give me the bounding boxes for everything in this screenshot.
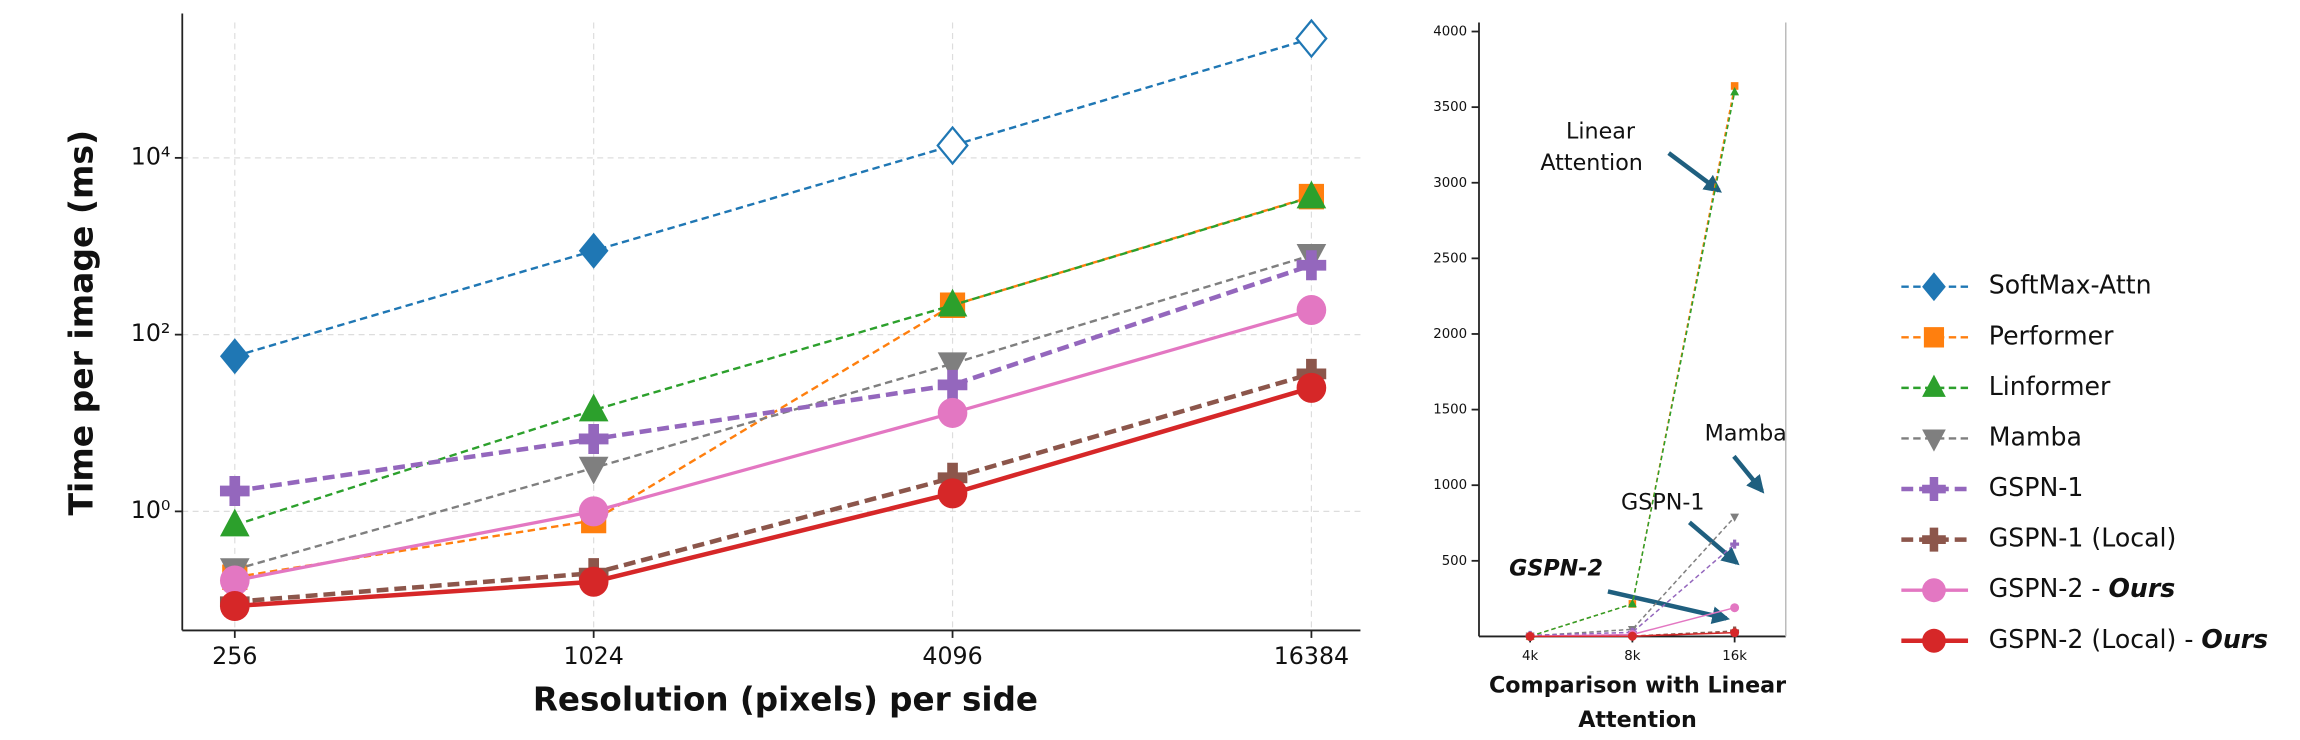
y-tick-label: 10² <box>131 319 171 347</box>
marker <box>1922 628 1946 653</box>
marker <box>1922 272 1946 302</box>
legend-label: GSPN-1 <box>1989 472 2084 502</box>
series-line <box>234 254 1312 571</box>
marker <box>1730 539 1740 549</box>
marker <box>936 125 969 166</box>
marker <box>1295 18 1328 59</box>
x-axis-label: Attention <box>1578 707 1697 733</box>
marker <box>1730 82 1739 90</box>
x-tick-label: 8k <box>1624 649 1640 664</box>
marker <box>1922 374 1946 397</box>
y-tick-label: 1000 <box>1433 478 1467 493</box>
series-line <box>234 263 1313 494</box>
marker <box>1730 513 1740 522</box>
marker <box>219 338 250 375</box>
legend-label: Performer <box>1989 320 2114 350</box>
marker <box>1730 628 1740 638</box>
marker <box>219 476 250 507</box>
series-line <box>234 195 1312 579</box>
x-axis-label: Resolution (pixels) per side <box>533 680 1038 718</box>
marker <box>1296 372 1327 403</box>
annotation: Linear <box>1566 119 1636 145</box>
marker <box>578 423 609 454</box>
legend-label: Linformer <box>1989 371 2111 401</box>
marker <box>1627 598 1637 608</box>
x-tick-label: 4096 <box>922 642 982 670</box>
annotation: Mamba <box>1705 420 1787 446</box>
main-chart: Resolution (pixels) per side Time per im… <box>63 13 1361 719</box>
marker <box>937 369 968 400</box>
x-tick-label: 1024 <box>563 642 623 670</box>
series-line <box>234 371 1313 604</box>
y-tick-label: 10⁴ <box>131 142 171 170</box>
legend: SoftMax-Attn Performer Linformer Mamba GSPN-… <box>1901 270 2268 654</box>
marker <box>937 397 968 428</box>
marker <box>1922 429 1946 452</box>
annotation: GSPN-2 <box>1509 555 1603 581</box>
x-tick-label: 16384 <box>1274 642 1349 670</box>
inset-chart: Comparison with Linear Attention Linear … <box>1433 22 1787 733</box>
marker <box>578 496 609 527</box>
marker <box>1922 578 1946 603</box>
marker <box>1296 294 1327 326</box>
y-tick-label: 2500 <box>1433 251 1467 266</box>
legend-label: Mamba <box>1989 421 2082 451</box>
marker <box>937 478 968 509</box>
marker <box>937 288 968 317</box>
marker <box>937 462 968 493</box>
marker <box>1525 631 1535 641</box>
x-tick-label: 4k <box>1522 649 1538 664</box>
annotation-arrow <box>1607 589 1730 625</box>
annotation-arrow <box>1687 520 1740 566</box>
y-axis-label: Time per image (ms) <box>63 130 101 516</box>
annotation-arrow <box>1732 454 1765 494</box>
marker <box>1296 180 1327 209</box>
marker <box>219 508 250 537</box>
annotation-arrow <box>1667 151 1722 193</box>
marker <box>578 566 609 597</box>
marker <box>578 393 609 422</box>
marker <box>1730 603 1740 613</box>
series-line <box>234 195 1312 527</box>
y-tick-label: 4000 <box>1433 24 1467 39</box>
marker <box>219 591 250 622</box>
marker <box>1730 87 1740 96</box>
marker <box>578 232 609 269</box>
series-line <box>1530 516 1736 637</box>
marker <box>1922 477 1946 502</box>
legend-label: GSPN-1 (Local) <box>1989 523 2177 553</box>
marker <box>1922 527 1946 552</box>
annotation: Attention <box>1540 150 1643 176</box>
series-line <box>234 385 1313 609</box>
marker <box>1627 631 1637 641</box>
y-tick-label: 1500 <box>1433 403 1467 418</box>
marker <box>1296 250 1327 281</box>
y-tick-label: 500 <box>1442 554 1467 569</box>
y-tick-label: 3500 <box>1433 100 1467 115</box>
series-line <box>234 308 1312 583</box>
x-tick-label: 256 <box>212 642 257 670</box>
legend-label: GSPN-2 (Local) - Ours <box>1989 624 2268 654</box>
marker <box>578 456 609 485</box>
y-tick-label: 3000 <box>1433 176 1467 191</box>
legend-label: GSPN-2 - Ours <box>1989 573 2175 603</box>
series-line <box>1530 630 1735 638</box>
y-tick-label: 2000 <box>1433 327 1467 342</box>
marker <box>219 565 250 596</box>
x-tick-label: 16k <box>1722 649 1747 664</box>
x-axis-label: Comparison with Linear <box>1489 672 1786 698</box>
annotation: GSPN-1 <box>1621 489 1704 515</box>
y-tick-label: 10⁰ <box>131 496 171 524</box>
marker <box>937 352 968 381</box>
legend-label: SoftMax-Attn <box>1989 270 2152 300</box>
series-line <box>234 37 1312 358</box>
marker <box>1923 327 1945 348</box>
